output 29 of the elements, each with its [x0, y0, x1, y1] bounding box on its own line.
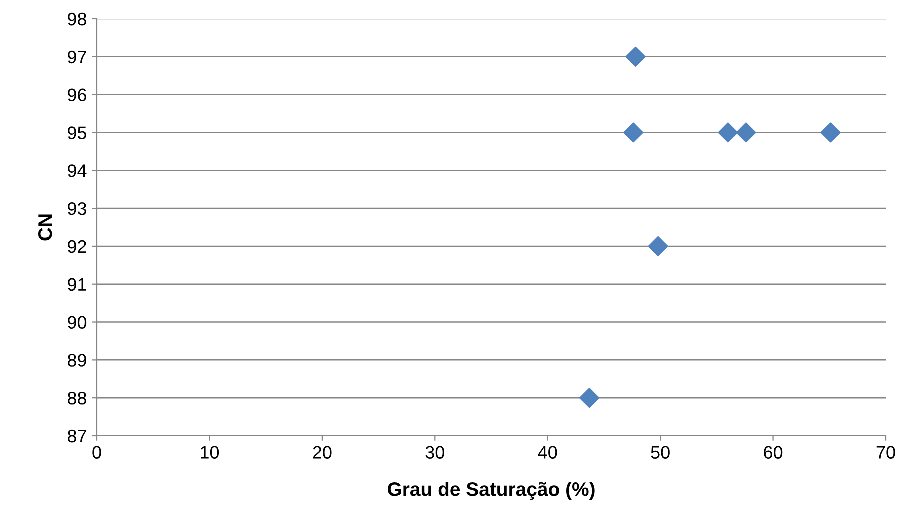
y-tick-label: 93	[68, 202, 86, 216]
x-tick-label: 10	[201, 446, 220, 459]
y-tick-label: 92	[68, 240, 86, 254]
x-axis-title: Grau de Saturação (%)	[388, 482, 595, 500]
y-tick-label: 95	[68, 126, 87, 140]
x-tick-label: 20	[313, 446, 332, 459]
y-axis-title: CN	[38, 214, 52, 241]
x-tick-label: 70	[876, 446, 896, 459]
y-tick-label: 97	[68, 50, 86, 64]
x-tick-label: 50	[651, 446, 670, 459]
y-tick-label: 91	[68, 278, 86, 292]
y-tick-label: 98	[68, 12, 86, 26]
point	[648, 236, 668, 256]
x-tick-label: 40	[538, 446, 558, 459]
point	[736, 122, 756, 143]
point	[820, 122, 841, 143]
x-tick-label: 0	[92, 446, 102, 459]
x-tick-label: 30	[426, 446, 444, 459]
x-tick-label: 60	[764, 446, 783, 459]
y-tick-label: 90	[68, 316, 87, 329]
y-tick-label: 88	[68, 392, 86, 405]
point	[580, 388, 600, 408]
y-tick-label: 87	[68, 430, 86, 443]
y-tick-label: 94	[68, 164, 87, 178]
y-tick-label: 96	[68, 88, 86, 102]
point	[626, 46, 646, 67]
y-tick-label: 89	[68, 354, 86, 367]
point	[624, 122, 644, 143]
point	[718, 122, 738, 143]
